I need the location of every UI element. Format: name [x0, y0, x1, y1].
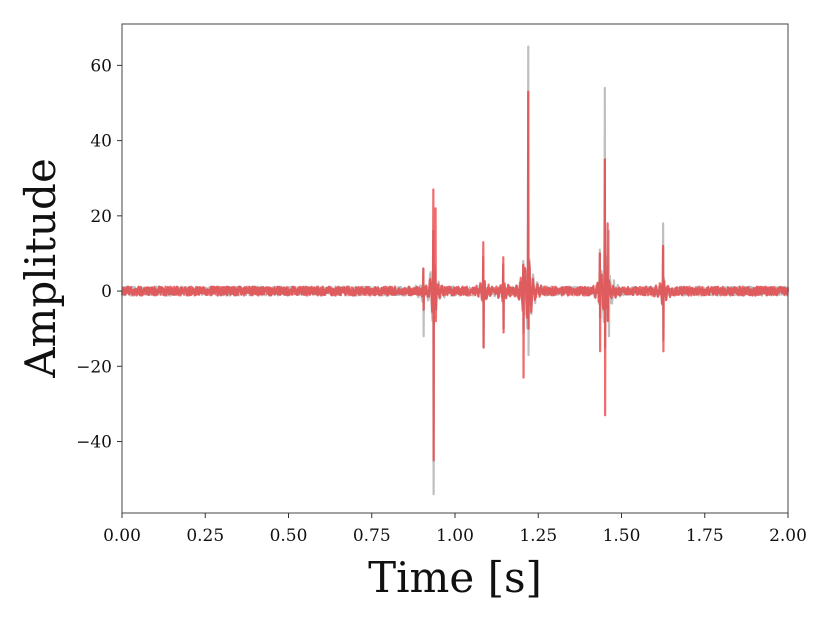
x-tick-label: 1.50 [603, 526, 641, 546]
x-axis-label: Time [s] [368, 553, 542, 602]
y-tick-label: 60 [90, 56, 112, 76]
x-tick-label: 0.00 [103, 526, 141, 546]
x-tick-label: 1.00 [436, 526, 474, 546]
x-tick-label: 0.25 [186, 526, 224, 546]
x-tick-label: 1.25 [519, 526, 557, 546]
y-axis-label: Amplitude [16, 158, 65, 379]
x-tick-label: 0.50 [270, 526, 308, 546]
x-axis-ticks: 0.00 0.25 0.50 0.75 1.00 1.25 1.50 1.75 2.00 [103, 513, 807, 546]
series-layer [120, 45, 790, 496]
y-tick-label: −20 [76, 357, 112, 377]
x-tick-label: 2.00 [769, 526, 807, 546]
x-tick-label: 1.75 [686, 526, 724, 546]
x-tick-label: 0.75 [353, 526, 391, 546]
y-tick-label: 40 [90, 132, 112, 152]
y-tick-label: −40 [76, 433, 112, 453]
series-line [120, 90, 790, 462]
y-tick-label: 0 [101, 282, 112, 302]
plot-background [122, 24, 788, 513]
y-axis-ticks: −40 −20 0 20 40 60 [76, 56, 122, 453]
y-tick-label: 20 [90, 207, 112, 227]
